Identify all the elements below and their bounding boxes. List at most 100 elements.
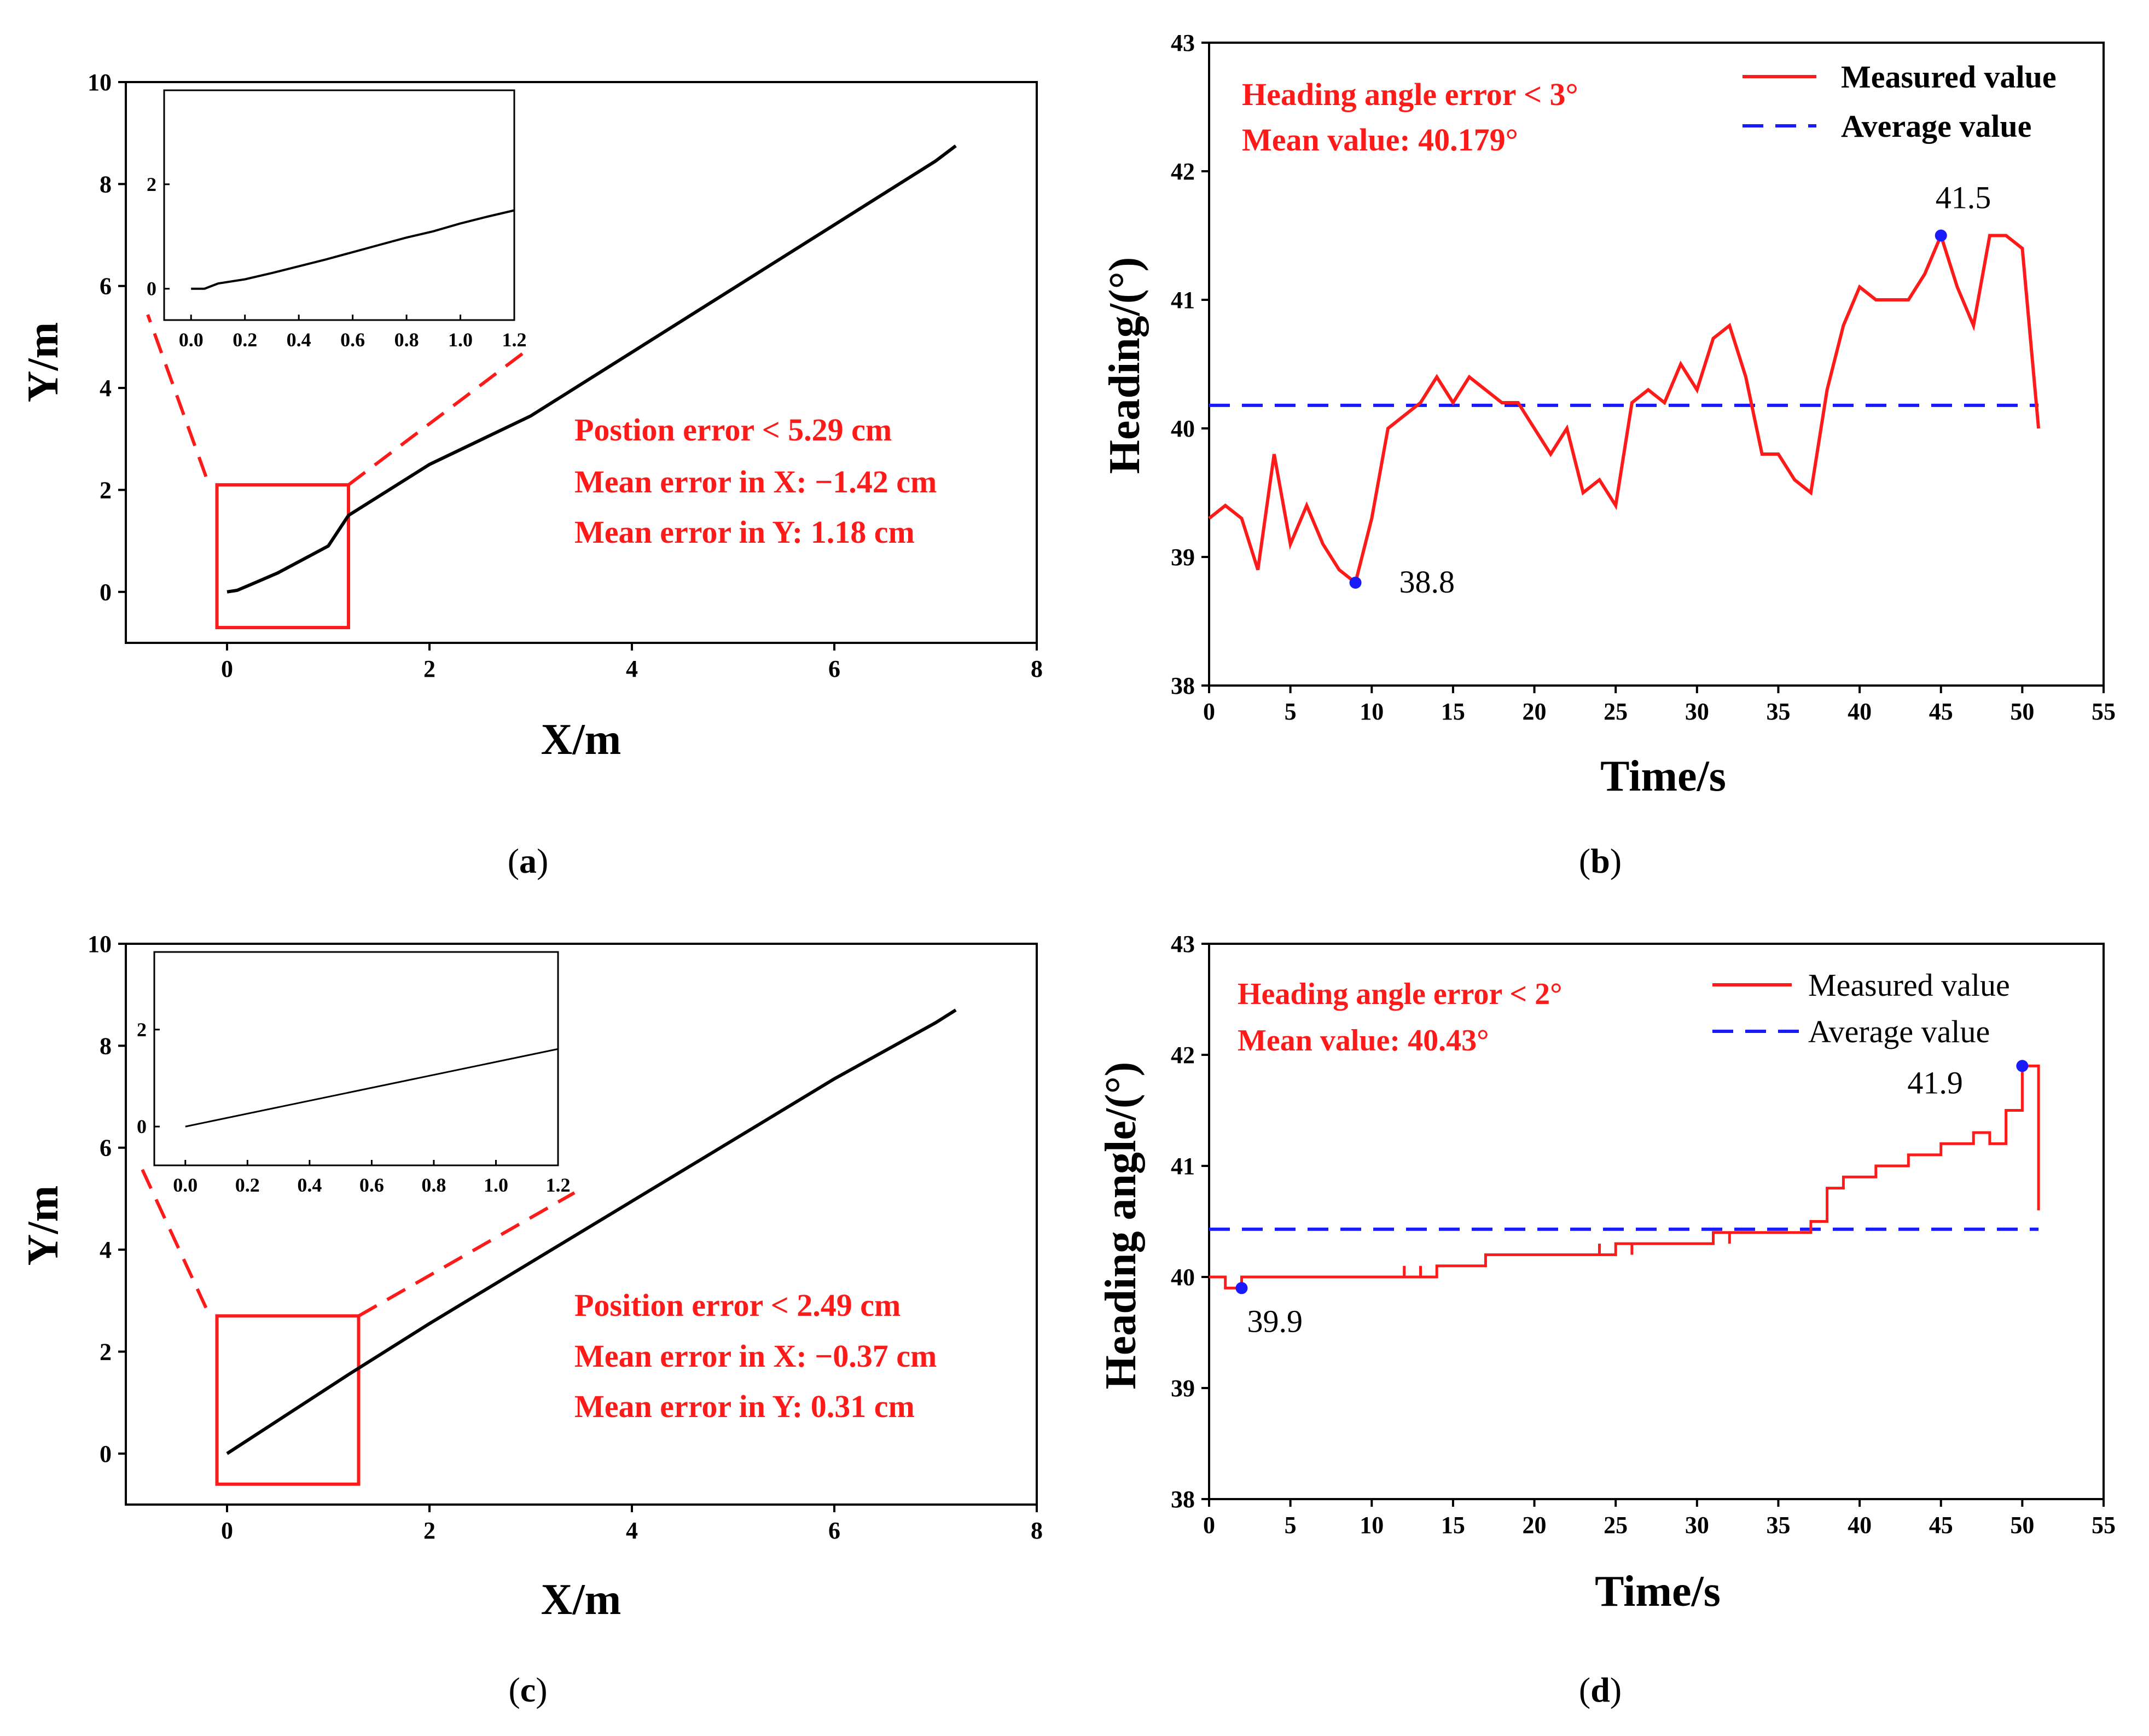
y-ticks-d: 38 39 40 41 42 43 [1171, 931, 1209, 1513]
b-xtick-label: 20 [1523, 698, 1547, 725]
b-ytick-label: 38 [1171, 672, 1195, 699]
panel-a: 0 2 4 6 8 0 2 4 6 8 10 0.0 0.2 0.4 0.6 0.8 1.0 1.2 0 2 Po… [19, 69, 1043, 880]
d-xtick-label: 0 [1203, 1512, 1215, 1538]
inset-line-c [185, 1048, 559, 1128]
max-label-b: 41.5 [1936, 180, 1991, 216]
a-xtick-label: 8 [1031, 655, 1043, 682]
d-ytick-label: 39 [1171, 1375, 1195, 1402]
c-xtick-label: 0 [221, 1517, 233, 1544]
zoom-connector-a-2 [347, 346, 532, 486]
b-ytick-label: 40 [1171, 415, 1195, 442]
inset-line-a [191, 209, 515, 290]
annotation-d-2: Mean value: 40.43° [1238, 1024, 1489, 1058]
d-ytick-label: 43 [1171, 931, 1195, 957]
c-ytick-label: 2 [100, 1338, 112, 1365]
a-xtick-label: 4 [626, 655, 638, 682]
inset-frame-a [163, 89, 515, 321]
d-xtick-label: 30 [1685, 1512, 1709, 1538]
b-xtick-label: 5 [1285, 698, 1297, 725]
a-inset-xtick-label: 0.8 [394, 329, 419, 351]
d-xtick-label: 25 [1604, 1512, 1628, 1538]
d-xtick-label: 55 [2092, 1512, 2116, 1538]
c-xtick-label: 2 [423, 1517, 435, 1544]
x-ticks-c: 0 2 4 6 8 [221, 1505, 1043, 1544]
panel-d: 0 5 10 15 20 25 30 35 40 45 50 55 38 39 40 41 42 43 39.9… [1097, 931, 2116, 1709]
c-inset-xtick-label: 0.0 [173, 1174, 198, 1196]
legend-label-measured-b: Measured value [1841, 59, 2057, 95]
max-label-d: 41.9 [1907, 1065, 1963, 1100]
legend-label-measured-d: Measured value [1808, 967, 2010, 1003]
a-xtick-label: 0 [221, 655, 233, 682]
b-ytick-label: 41 [1171, 287, 1195, 313]
panel-label-a: (a) [508, 841, 549, 880]
annotation-b-1: Heading angle error < 3° [1242, 77, 1578, 112]
b-ytick-label: 43 [1171, 30, 1195, 56]
x-axis-label-a: X/m [541, 716, 622, 764]
c-ytick-label: 6 [100, 1135, 112, 1162]
panel-label-b: (b) [1579, 841, 1622, 880]
y-ticks-c: 0 2 4 6 8 10 [88, 931, 126, 1467]
c-inset-xtick-label: 0.2 [235, 1174, 260, 1196]
y-axis-label-a: Y/m [19, 322, 67, 403]
x-axis-label-b: Time/s [1600, 752, 1726, 800]
max-marker-b [1935, 229, 1947, 242]
y-ticks-b: 38 39 40 41 42 43 [1171, 30, 1209, 699]
b-ytick-label: 39 [1171, 544, 1195, 571]
measured-line-b [1208, 230, 2041, 586]
a-inset-xtick-label: 1.0 [448, 329, 473, 351]
zoom-box-c [215, 1314, 361, 1486]
c-inset-xtick-label: 1.0 [484, 1174, 508, 1196]
d-ytick-label: 40 [1171, 1264, 1195, 1291]
x-ticks-a: 0 2 4 6 8 [221, 643, 1043, 682]
legend-label-average-d: Average value [1808, 1014, 1990, 1049]
b-xtick-label: 0 [1203, 698, 1215, 725]
c-ytick-label: 10 [88, 931, 112, 957]
b-xtick-label: 10 [1360, 698, 1384, 725]
trajectory-line-a [226, 144, 957, 594]
d-xtick-label: 15 [1441, 1512, 1465, 1538]
a-inset-ytick-label: 2 [147, 173, 156, 195]
d-ytick-label: 38 [1171, 1486, 1195, 1513]
a-ytick-label: 4 [100, 375, 112, 402]
min-label-b: 38.8 [1399, 564, 1455, 600]
a-ytick-label: 10 [88, 69, 112, 96]
c-xtick-label: 4 [626, 1517, 638, 1544]
b-xtick-label: 15 [1441, 698, 1465, 725]
a-inset-xtick-label: 0.6 [340, 329, 365, 351]
annotation-d-1: Heading angle error < 2° [1238, 977, 1563, 1011]
panel-c: 0 2 4 6 8 0 2 4 6 8 10 0.0 0.2 0.4 0.6 0.8 1.0 1.2 0 2 Po… [19, 931, 1043, 1709]
c-inset-xtick-label: 0.6 [359, 1174, 384, 1196]
y-axis-label-c: Y/m [19, 1186, 67, 1266]
y-ticks-a: 0 2 4 6 8 10 [88, 69, 126, 606]
a-xtick-label: 6 [828, 655, 840, 682]
min-marker-b [1349, 577, 1362, 589]
b-xtick-label: 45 [1929, 698, 1953, 725]
a-inset-xtick-label: 1.2 [502, 329, 527, 351]
plot-frame-c [125, 943, 1038, 1506]
x-axis-label-c: X/m [541, 1576, 622, 1624]
d-ytick-label: 42 [1171, 1042, 1195, 1069]
d-xtick-label: 10 [1360, 1512, 1384, 1538]
a-xtick-label: 2 [423, 655, 435, 682]
zoom-connector-a-1 [146, 313, 208, 478]
a-ytick-label: 2 [100, 477, 112, 503]
d-xtick-label: 5 [1285, 1512, 1297, 1538]
a-ytick-label: 6 [100, 273, 112, 300]
c-inset-xtick-label: 0.4 [297, 1174, 322, 1196]
plot-frame-d [1208, 943, 2105, 1500]
c-xtick-label: 6 [828, 1517, 840, 1544]
min-marker-d [1235, 1282, 1248, 1294]
x-ticks-b: 0 5 10 15 20 25 30 35 40 45 50 55 [1203, 686, 2116, 725]
annotation-c-3: Mean error in Y: 0.31 cm [574, 1389, 915, 1424]
b-xtick-label: 30 [1685, 698, 1709, 725]
b-xtick-label: 35 [1766, 698, 1790, 725]
d-xtick-label: 50 [2010, 1512, 2034, 1538]
annotation-b-2: Mean value: 40.179° [1242, 122, 1518, 158]
annotation-a-1: Postion error < 5.29 cm [574, 412, 892, 448]
c-inset-xtick-label: 0.8 [421, 1174, 446, 1196]
inset-ticks-c: 0.0 0.2 0.4 0.6 0.8 1.0 1.2 0 2 [137, 1019, 571, 1196]
d-xtick-label: 35 [1766, 1512, 1790, 1538]
legend-label-average-b: Average value [1841, 108, 2031, 144]
x-ticks-d: 0 5 10 15 20 25 30 35 40 45 50 55 [1203, 1499, 2116, 1538]
d-xtick-label: 40 [1848, 1512, 1872, 1538]
